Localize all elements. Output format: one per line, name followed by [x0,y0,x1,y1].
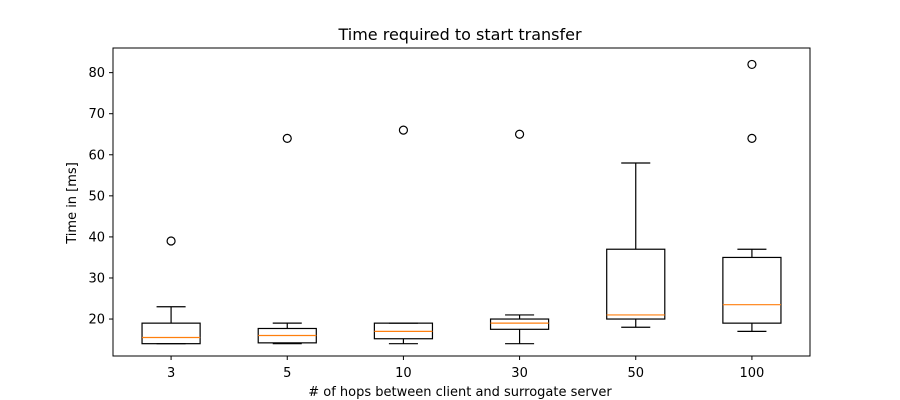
y-tick-label: 50 [88,189,105,204]
box-series [141,59,782,345]
x-axis-ticks: 3 5 10 30 50 100 [167,356,764,381]
box-100 [722,59,782,332]
y-axis-ticks: 20 30 40 50 60 70 80 [88,66,113,328]
box-30 [489,129,550,345]
x-tick-label: 5 [283,366,291,381]
x-tick-label: 100 [740,366,765,381]
outlier-point [514,129,525,139]
plot-area-frame [112,47,811,357]
y-tick-label: 60 [88,148,105,163]
box-3 [141,236,201,345]
y-axis-label: Time in [ms] [65,162,80,245]
y-tick-label: 80 [88,66,105,81]
chart-title: Time required to start transfer [337,25,581,44]
iqr-box [141,322,201,345]
y-tick-label: 40 [88,230,105,245]
iqr-box [489,318,550,330]
iqr-box [722,256,782,324]
x-tick-label: 3 [167,366,175,381]
x-tick-label: 50 [627,366,644,381]
y-tick-label: 20 [88,313,105,328]
box-50 [606,162,666,328]
y-tick-label: 30 [88,271,105,286]
x-tick-label: 10 [395,366,412,381]
x-tick-label: 30 [511,366,528,381]
box-10 [373,125,434,345]
outlier-point [282,133,292,143]
box-5 [257,133,317,345]
outlier-point [166,236,176,246]
outlier-point [747,133,757,143]
outlier-point [747,59,757,70]
x-axis-label: # of hops between client and surrogate s… [308,385,612,400]
y-tick-label: 70 [88,107,105,122]
outlier-point [398,125,409,135]
iqr-box [606,248,666,320]
